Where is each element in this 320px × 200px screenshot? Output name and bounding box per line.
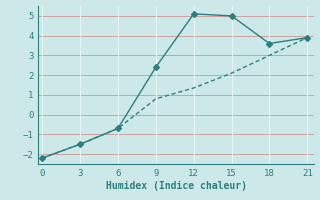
X-axis label: Humidex (Indice chaleur): Humidex (Indice chaleur): [106, 181, 246, 191]
